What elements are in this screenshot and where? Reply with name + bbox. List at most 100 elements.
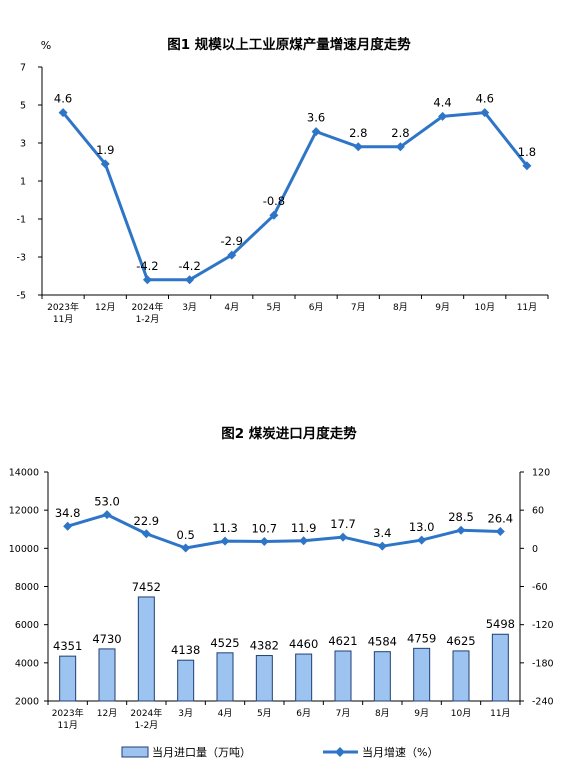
chart2-bar-label: 4138 — [171, 643, 200, 657]
chart2-axes — [44, 471, 524, 705]
chart1-data-label: -4.2 — [178, 259, 200, 273]
chart1-data-labels: 4.6 1.9 -4.2 -4.2 -2.9 -0.8 3.6 2.8 2.8 4.4 4.6 1.8 — [54, 92, 536, 273]
chart2-line-point — [141, 529, 151, 539]
chart2-x-tick-label: 2023年 — [52, 707, 84, 719]
chart1-x-tick-label: 10月 — [475, 302, 495, 313]
chart1-point — [522, 161, 532, 171]
legend-line-marker — [335, 747, 345, 757]
chart2-x-tick-label: 1-2月 — [134, 720, 158, 731]
chart2-bar-label: 5498 — [486, 617, 515, 631]
chart2-x-tick-label: 8月 — [375, 708, 390, 719]
chart2-line-label: 0.5 — [177, 528, 195, 542]
chart2-line-label: 53.0 — [94, 495, 120, 509]
chart2-right-y-tick-label: 120 — [532, 468, 550, 479]
chart2-title: 图2 煤炭进口月度走势 — [221, 425, 357, 442]
chart2-line-label: 28.5 — [448, 510, 474, 524]
chart1-y-tick-label: -1 — [17, 215, 26, 226]
chart2-x-tick-label: 7月 — [336, 708, 351, 719]
chart2-line-point — [102, 510, 112, 520]
chart2-left-y-tick-label: 14000 — [9, 468, 39, 479]
chart2-right-y-tick-label: 0 — [532, 544, 538, 555]
chart2-line-label: 22.9 — [134, 514, 160, 528]
chart2-line-series — [63, 510, 505, 553]
chart2-bar — [59, 655, 77, 702]
chart2-x-tick-label: 4月 — [218, 708, 233, 719]
chart2-bar — [491, 633, 509, 702]
chart2-line-point — [220, 536, 230, 546]
chart2-x-tick-label: 12月 — [97, 708, 117, 719]
chart1-data-label: 2.8 — [349, 126, 367, 140]
chart1-ylabel: % — [41, 39, 51, 52]
chart2-bar-label: 4584 — [368, 635, 397, 649]
chart1-point — [395, 142, 405, 152]
chart2-line-point — [181, 543, 191, 553]
chart1-data-label: -0.8 — [263, 194, 285, 208]
chart2-bar — [452, 650, 470, 702]
chart2-x-tick-label: 5月 — [257, 708, 272, 719]
chart2-line-point — [417, 535, 427, 545]
chart2-legend: 当月进口量（万吨） 当月增速（%） — [121, 745, 438, 759]
chart2-bar-label: 4759 — [407, 631, 436, 645]
chart1-point — [438, 111, 448, 121]
chart2-x-tick-label: 2024年 — [130, 707, 162, 719]
chart2-left-y-tick-label: 2000 — [15, 697, 39, 708]
chart2-growth-line — [67, 513, 501, 550]
chart2-bar — [177, 659, 195, 702]
chart2-bar — [295, 653, 313, 702]
chart2-bar-label: 4625 — [446, 634, 475, 648]
chart1-point — [480, 108, 490, 118]
chart2-x-tick-label: 6月 — [296, 708, 311, 719]
chart2-line-point — [259, 537, 269, 547]
chart2-bar-label: 4621 — [328, 634, 357, 648]
chart2-left-y-tick-label: 10000 — [9, 544, 39, 555]
chart2-bar — [373, 651, 391, 702]
chart1-data-label: 1.8 — [518, 145, 536, 159]
chart2-line-point — [495, 527, 505, 537]
chart2-left-y-tick-label: 6000 — [15, 620, 39, 631]
chart2-bar — [98, 648, 116, 702]
chart2-line-label: 26.4 — [488, 512, 514, 526]
chart2-right-y-tick-label: -240 — [532, 697, 554, 708]
chart2-x-tick-label: 3月 — [178, 708, 193, 719]
chart2-line-label: 3.4 — [373, 526, 391, 540]
legend-bar-label: 当月进口量（万吨） — [152, 745, 251, 759]
chart2-bar-label: 4525 — [210, 636, 239, 650]
chart2-line-label: 11.3 — [212, 521, 238, 535]
chart2-bar-labels: 4351 4730 7452 4138 4525 4382 4460 4621 4584 4759… — [53, 580, 515, 657]
chart2-right-y-tick-labels: 120 60 0 -60 -120 -180 -240 — [532, 468, 554, 708]
chart2-line-label: 10.7 — [252, 522, 278, 536]
chart2-x-tick-label: 10月 — [451, 708, 471, 719]
chart2-right-y-tick-label: 60 — [532, 506, 544, 517]
chart1-x-tick-label: 9月 — [435, 302, 450, 313]
chart2-bar — [413, 647, 431, 702]
chart2-left-y-tick-labels: 14000 12000 10000 8000 6000 4000 2000 — [9, 468, 39, 708]
chart2-left-y-tick-label: 12000 — [9, 506, 39, 517]
chart1-point — [227, 250, 237, 260]
chart2-x-tick-label: 9月 — [414, 708, 429, 719]
chart1-series-line — [58, 108, 532, 285]
chart1-y-tick-label: 1 — [20, 177, 26, 188]
chart1-point — [353, 142, 363, 152]
chart1-x-tick-label: 11月 — [517, 302, 537, 313]
chart1-data-label: 4.6 — [476, 92, 494, 106]
chart1-data-label: 2.8 — [391, 126, 409, 140]
chart2-line-label: 17.7 — [330, 517, 356, 531]
chart1-y-tick-label: -5 — [17, 291, 26, 302]
chart2-bar-label: 7452 — [132, 580, 161, 594]
chart2-line-point — [377, 541, 387, 551]
chart1-data-label: -2.9 — [221, 234, 243, 248]
chart2-line-point — [299, 536, 309, 546]
chart2-bar — [137, 596, 155, 702]
chart1-x-tick-label: 11月 — [53, 314, 73, 325]
chart2-bar — [334, 650, 352, 702]
chart2-line-point — [338, 532, 348, 542]
chart1-data-label: 3.6 — [307, 111, 325, 125]
chart1-data-label: -4.2 — [136, 259, 158, 273]
chart1-title: 图1 规模以上工业原煤产量增速月度走势 — [167, 36, 411, 53]
chart2-right-y-tick-label: -120 — [532, 620, 554, 631]
chart1-x-tick-label: 4月 — [224, 302, 239, 313]
chart2-line-labels: 34.8 53.0 22.9 0.5 11.3 10.7 11.9 17.7 3.4 13.0 28… — [55, 495, 513, 542]
chart1-y-tick-label: -3 — [17, 253, 26, 264]
chart2-right-y-tick-label: -60 — [532, 582, 548, 593]
